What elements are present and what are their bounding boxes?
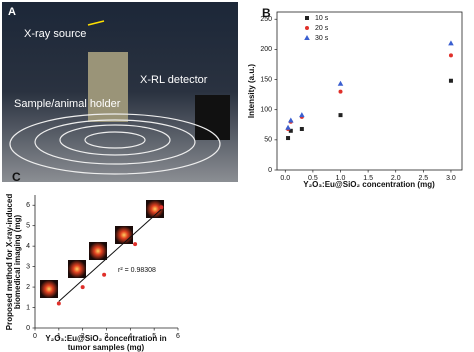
x-tick-label: 3.0 [446,175,456,182]
x-tick-label: 1.0 [336,175,346,182]
x-axis-label: tumor samples (mg) [68,343,145,352]
x-tick-label: 0.0 [280,175,290,182]
point [286,136,291,141]
photo-text: X-ray source [24,28,86,40]
x-tick-label: 3 [105,333,109,340]
legend-swatch [304,35,310,40]
annotation: r² = 0.98308 [118,267,156,274]
y-tick-label: 3 [26,263,30,270]
point [288,128,293,133]
legend-swatch [305,16,309,20]
panel-label: B [262,6,271,20]
y-tick-label: 4 [26,243,30,250]
x-tick-label: 6 [176,333,180,340]
plot-frame [276,11,463,171]
photo-text: Sample/animal holder [14,98,121,110]
legend-label: 10 s [315,15,329,22]
y-tick-label: 2 [26,284,30,291]
x-tick-label: 2.5 [418,175,428,182]
insets [40,200,164,298]
y-tick-label: 5 [26,223,30,230]
y-tick-label: 1 [26,304,30,311]
point [338,113,343,118]
point [56,301,61,306]
point [337,80,344,86]
x-tick-label: 1 [57,333,61,340]
y-tick-label: 200 [260,46,272,53]
y-tick-label: 0 [26,325,30,332]
y-tick-label: 50 [264,137,272,144]
door [88,52,128,122]
y-axis-label: biomedical imaging (mg) [13,215,22,310]
arrow [87,20,105,26]
point [448,78,453,83]
photo-panel: A X-ray source X-RL detector Sample/anim… [2,2,238,182]
point [448,53,453,58]
point [288,117,294,123]
y-tick-label: 6 [26,202,30,209]
x-axis-label: Y₂O₃:Eu@SiO₂ concentration (mg) [303,180,435,189]
x-tick-label: 0 [33,333,37,340]
y-axis-label: Intensity (a.u.) [247,64,256,119]
x-tick-label: 5 [152,333,156,340]
legend-swatch [305,26,309,30]
x-tick-label: 4 [128,333,132,340]
point [299,126,304,131]
x-tick-label: 1.5 [363,175,373,182]
fit-line [58,208,162,302]
point [338,89,343,94]
x-tick-label: 2 [81,333,85,340]
x-tick-label: 0.5 [308,175,318,182]
legend-label: 20 s [315,25,329,32]
point [448,40,454,46]
holder-rings [9,113,221,175]
point [80,285,85,290]
panel-label: A [8,6,16,18]
y-tick-label: 250 [260,16,272,23]
y-tick-label: 150 [260,76,272,83]
y-tick-label: 0 [268,167,272,174]
point [102,272,107,277]
photo-text: X-RL detector [140,74,208,86]
point [285,124,291,130]
point [159,205,164,210]
point [299,112,305,118]
y-axis-label: Proposed method for X-ray-induced [5,194,14,331]
x-tick-label: 2.0 [391,175,401,182]
x-axis-label: Y₂O₃:Eu@SiO₂ concentration in [45,334,166,343]
legend-label: 30 s [315,35,329,42]
panel-label: C [12,170,21,184]
y-tick-label: 100 [260,107,272,114]
point [133,242,138,247]
